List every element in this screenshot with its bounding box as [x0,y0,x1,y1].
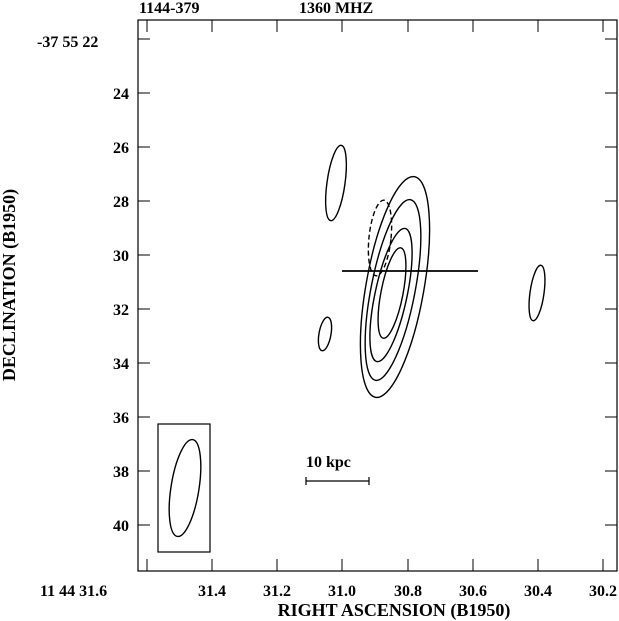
beam-frame [157,423,211,553]
scale-bar: 10 kpc [305,454,370,485]
y-ticks [138,38,617,526]
x-tick-label: 31.2 [263,583,291,600]
contour-blob [324,144,348,222]
contour-blob [317,316,333,352]
contour-level-1 [359,175,431,399]
scale-bar-label: 10 kpc [306,454,351,471]
y-tick-label: 24 [113,86,129,103]
y-axis-title: DECLINATION (B1950) [0,189,20,381]
contour-level-3 [369,227,413,363]
ra-origin-label: 11 44 31.6 [40,583,107,600]
x-tick-label: 30.4 [524,583,552,600]
y-tick-label: 34 [113,356,129,373]
contour-level-4 [377,247,407,339]
y-tick-label: 26 [113,140,129,157]
y-tick-labels: 24 26 28 30 32 34 36 38 40 [113,86,129,535]
x-tick-label: 30.6 [459,583,487,600]
y-tick-label: 30 [113,248,129,265]
x-axis-title: RIGHT ASCENSION (B1950) [278,600,511,621]
x-tick-label: 31.4 [198,583,226,600]
x-tick-label: 30.2 [589,583,617,600]
contour-level-2 [364,198,422,382]
negative-contour [367,199,393,277]
y-tick-label: 36 [113,410,129,427]
source-name: 1144-379 [139,0,199,17]
y-tick-label: 28 [113,194,129,211]
beam-ellipse [168,438,202,538]
x-tick-label: 31.0 [328,583,356,600]
beam-box [157,423,211,553]
plot-frame [137,19,618,572]
frequency-label: 1360 MHZ [299,0,373,17]
x-ticks [146,20,604,571]
dec-origin-label: -37 55 22 [37,34,98,51]
contour-blob [528,264,546,322]
source-contours [317,144,546,399]
x-tick-labels: 11 44 31.6 31.4 31.2 31.0 30.8 30.6 30.4… [40,583,617,600]
y-tick-label: 38 [113,464,129,481]
y-tick-label: 32 [113,302,129,319]
x-tick-label: 30.8 [394,583,422,600]
y-tick-label: 40 [113,518,129,535]
